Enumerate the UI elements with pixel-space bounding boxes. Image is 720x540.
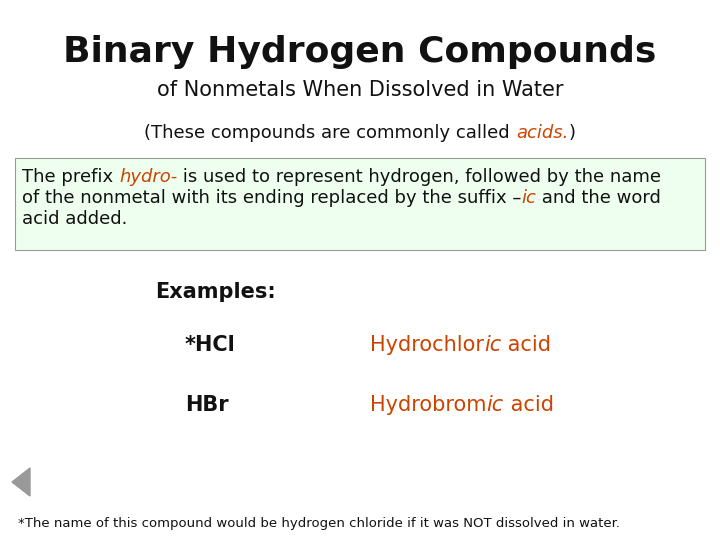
Text: is used to represent hydrogen, followed by the name: is used to represent hydrogen, followed … [177,168,661,186]
Text: ic: ic [521,189,536,207]
Text: Examples:: Examples: [155,282,276,302]
Text: acids.: acids. [516,124,568,142]
Text: ): ) [569,124,575,142]
Text: Hydrochlor: Hydrochlor [370,335,484,355]
Text: Hydrobrom: Hydrobrom [370,395,487,415]
Text: hydro-: hydro- [119,168,177,186]
Text: acid: acid [501,335,552,355]
Text: Binary Hydrogen Compounds: Binary Hydrogen Compounds [63,35,657,69]
Bar [15,158,705,250]
Text: *HCl: *HCl [185,335,235,355]
Text: of Nonmetals When Dissolved in Water: of Nonmetals When Dissolved in Water [157,80,563,100]
Text: *The name of this compound would be hydrogen chloride if it was NOT dissolved in: *The name of this compound would be hydr… [18,517,620,530]
Text: HBr: HBr [185,395,229,415]
Text: and the word: and the word [536,189,661,207]
Text: ic: ic [487,395,504,415]
Text: The prefix: The prefix [22,168,119,186]
Text: of the nonmetal with its ending replaced by the suffix –: of the nonmetal with its ending replaced… [22,189,521,207]
Text: acid: acid [504,395,554,415]
Text: ic: ic [484,335,501,355]
Text: (These compounds are commonly called: (These compounds are commonly called [145,124,516,142]
Text: acid added.: acid added. [22,210,127,228]
Polygon shape [12,468,30,496]
